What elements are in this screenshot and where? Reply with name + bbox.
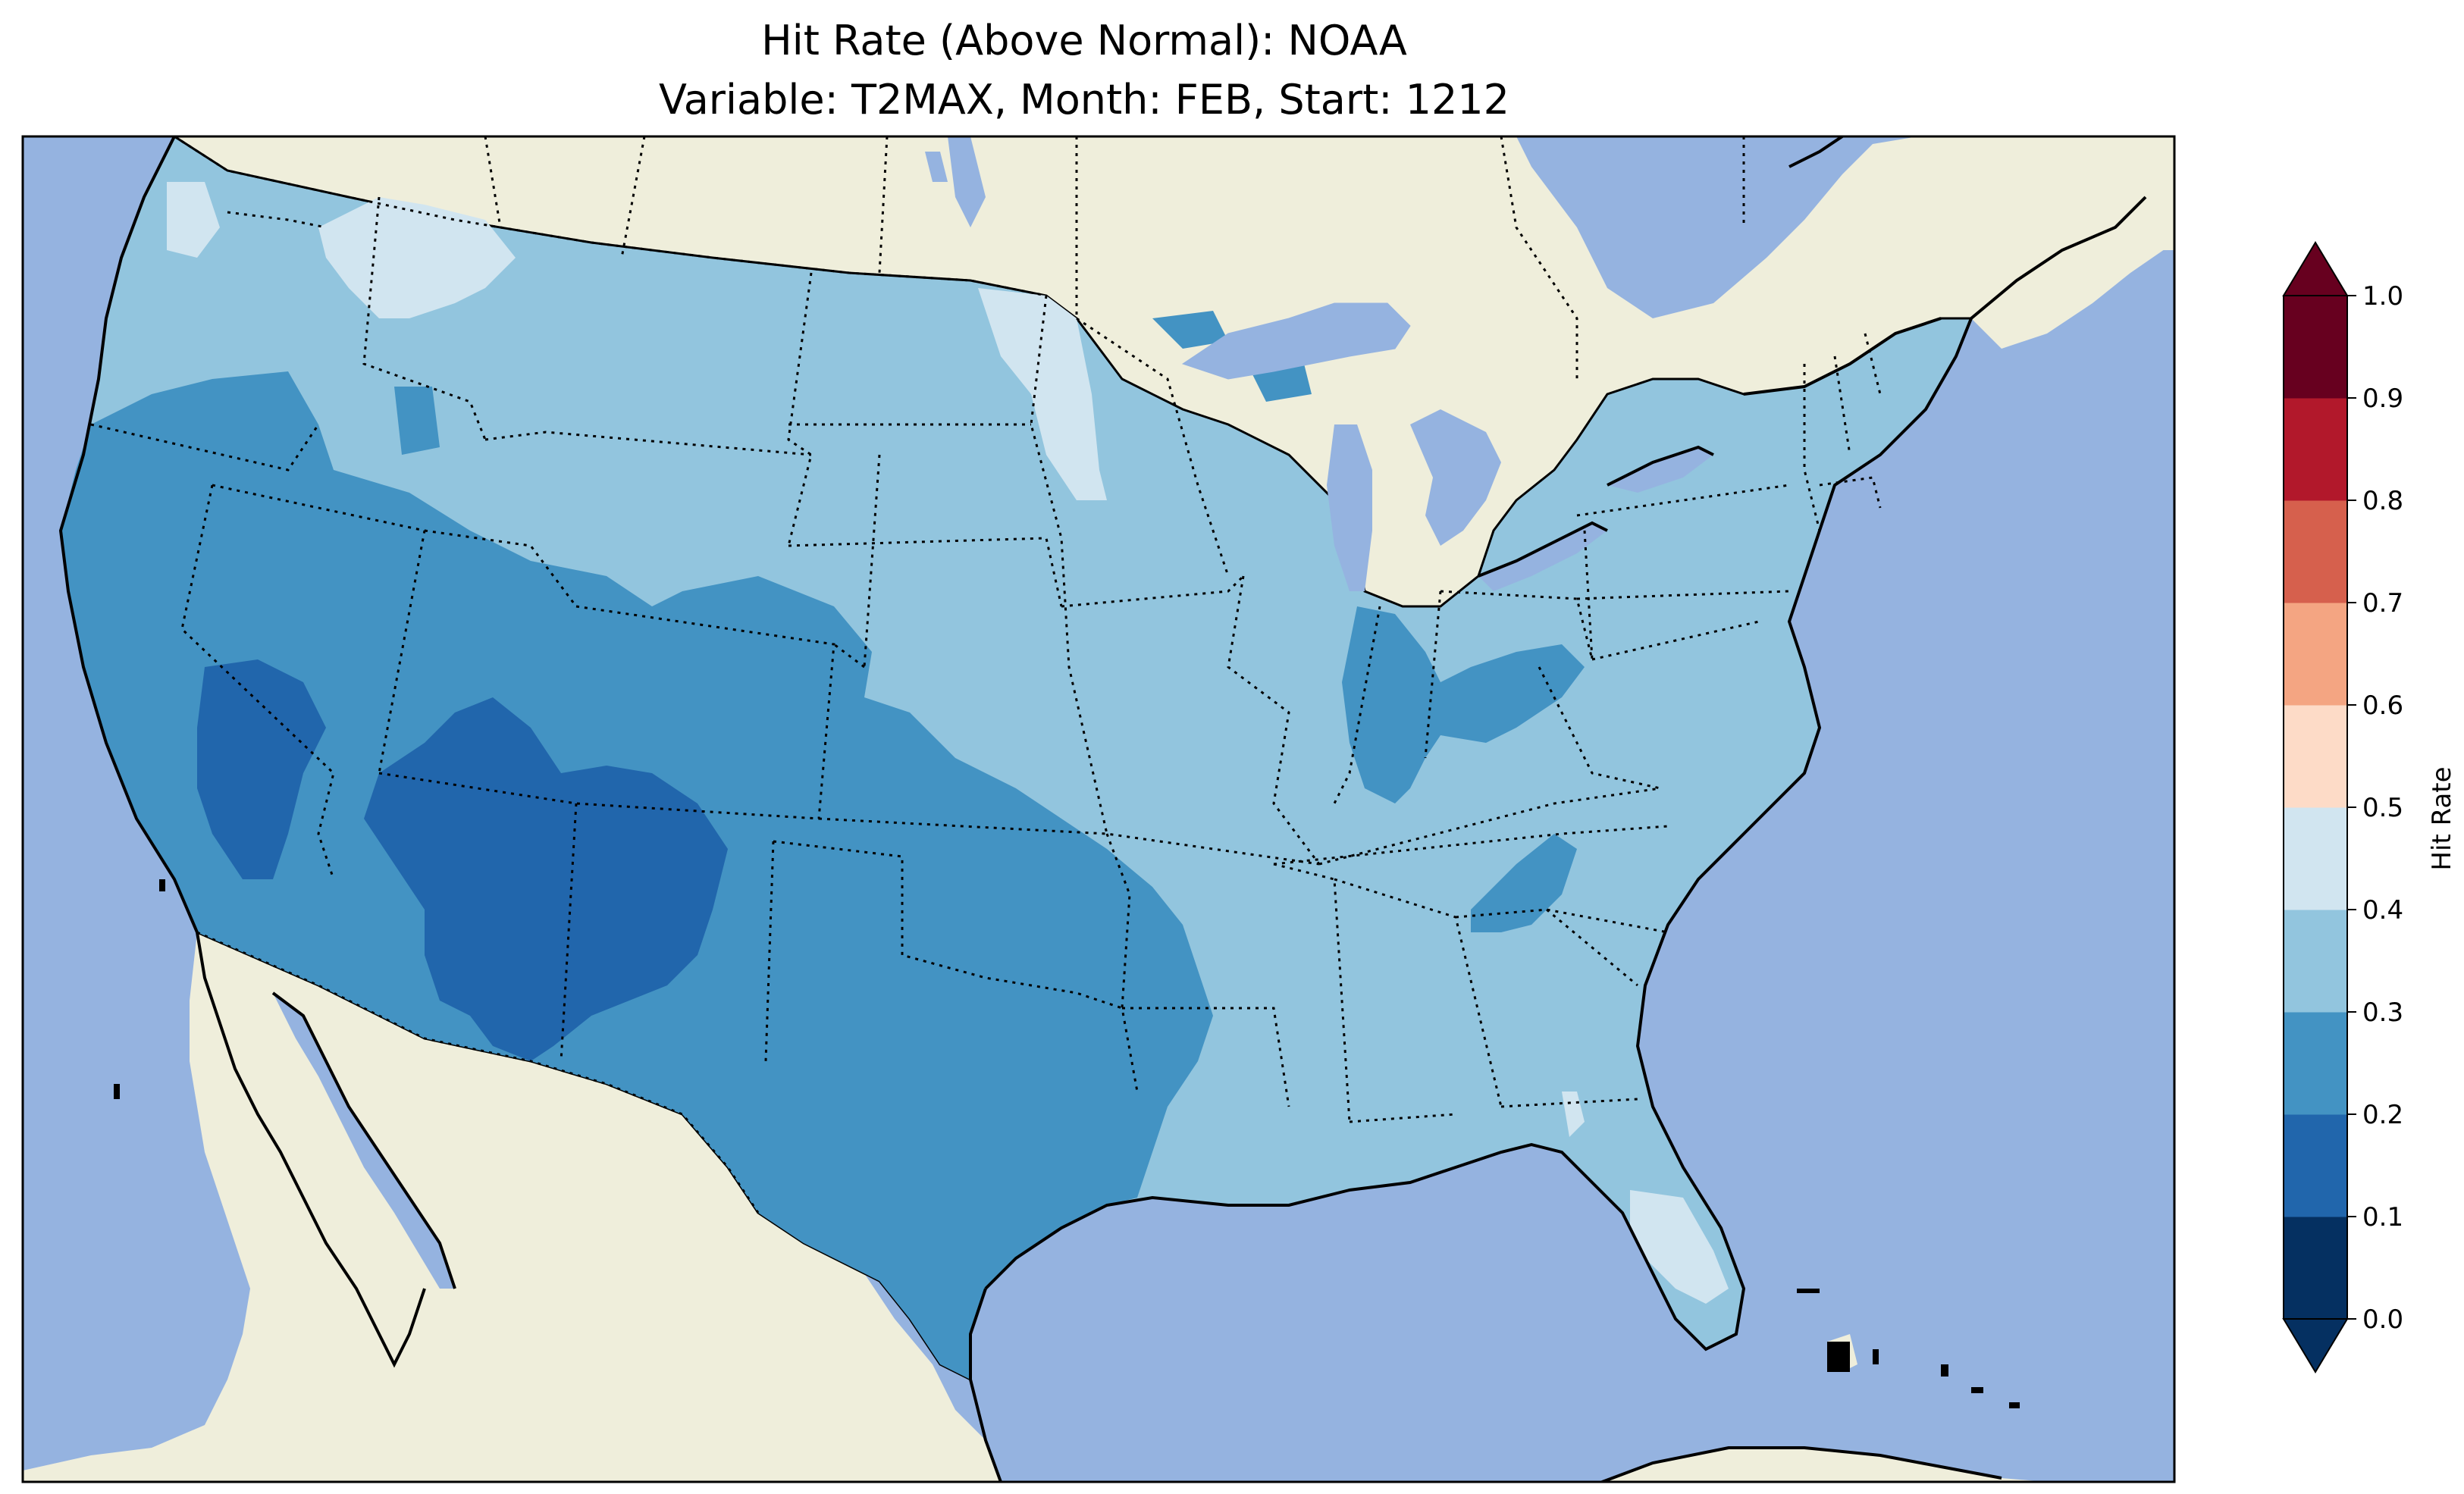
region-idaho-0.2-0.3 [394, 387, 440, 455]
colorbar-bin-1 [2284, 1114, 2347, 1217]
islands [114, 879, 2020, 1408]
title-line-1: Hit Rate (Above Normal): NOAA [761, 17, 1407, 64]
land-mexico [23, 932, 1001, 1482]
colorbar-bin-3 [2284, 910, 2347, 1013]
colorbar-tick-label: 0.3 [2362, 998, 2403, 1028]
colorbar-tick-label: 0.6 [2362, 691, 2403, 721]
lake-michigan [1327, 424, 1372, 591]
region-southwest-0.1-0.2 [197, 659, 326, 879]
colorbar-bin-0 [2284, 1217, 2347, 1320]
colorbar-bin-2 [2284, 1012, 2347, 1115]
colorbar-tick-label: 0.8 [2362, 486, 2403, 516]
gulf-of-california [273, 993, 455, 1289]
title-line-2: Variable: T2MAX, Month: FEB, Start: 1212 [659, 76, 1509, 124]
region-reddakota-0.4-0.5 [978, 288, 1107, 500]
lake-canada-1 [948, 136, 986, 227]
colorbar-extend-over [2282, 241, 2349, 296]
colorbar-bin-9 [2284, 296, 2347, 399]
lake-canada-2 [925, 152, 948, 182]
colorbar-bin-6 [2284, 603, 2347, 706]
province-borders [484, 136, 1745, 379]
state-borders [90, 196, 1882, 1123]
region-florida-0.4-0.5 [1630, 1190, 1729, 1304]
colorbar-tick-label: 0.5 [2362, 793, 2403, 823]
region-wa-coast-0.4-0.5 [167, 182, 220, 258]
colorbar: 0.0 0.1 0.2 0.3 0.4 0.5 0.6 0.7 0.8 0.9 1.0 [2282, 241, 2403, 1373]
colorbar-tick-label: 0.1 [2362, 1202, 2403, 1232]
region-fourcorners-0.1-0.2 [364, 697, 728, 1061]
colorbar-label: Hit Rate [2427, 766, 2457, 870]
land-nova-scotia [1971, 197, 2174, 349]
land-canada [174, 136, 2174, 606]
region-indiana-ohio-0.2-0.3 [1342, 606, 1585, 803]
map [23, 136, 2174, 1482]
colorbar-bin-4 [2284, 807, 2347, 910]
colorbar-bin-5 [2284, 705, 2347, 808]
land-cuba [1602, 1448, 2047, 1482]
lake-huron [1410, 409, 1501, 546]
colorbar-tick-label: 0.4 [2362, 895, 2403, 926]
coastlines [58, 136, 2147, 1482]
lake-superior [1181, 302, 1411, 380]
region-wi-0.2-0.3 [1251, 364, 1312, 402]
colorbar-bin-8 [2284, 398, 2347, 501]
map-frame [21, 135, 2176, 1483]
country-borders [174, 136, 1047, 1214]
colorbar-tick-label: 0.2 [2362, 1100, 2403, 1130]
region-northernrockies-0.4-0.5 [318, 197, 516, 318]
colorbar-tick-label: 0.7 [2362, 588, 2403, 619]
colorbar-tick-label: 1.0 [2362, 281, 2403, 312]
colorbar-bin-7 [2284, 500, 2347, 603]
lake-erie [1478, 523, 1607, 591]
region-up-0.2-0.3 [1152, 311, 1228, 349]
region-tennessee-0.2-0.3 [1471, 834, 1577, 932]
colorbar-tick-label: 0.9 [2362, 384, 2403, 414]
colorbar-extend-under [2282, 1318, 2349, 1373]
colorbar-tick-label: 0.0 [2362, 1305, 2403, 1335]
lake-ontario [1607, 447, 1713, 493]
